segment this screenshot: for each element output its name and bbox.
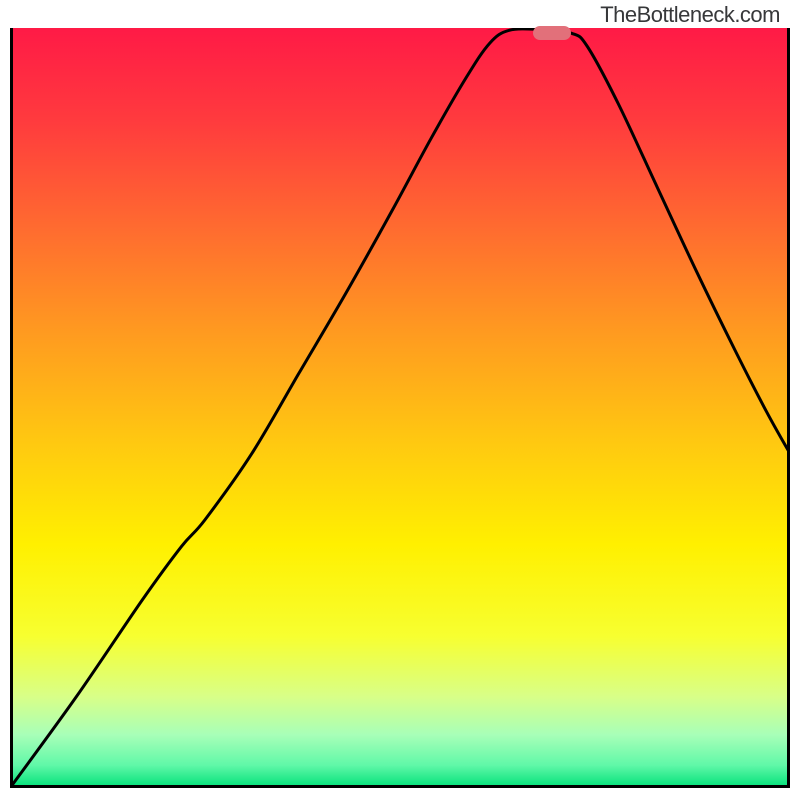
optimal-marker bbox=[533, 26, 571, 40]
y-axis-left bbox=[10, 28, 13, 788]
y-axis-right bbox=[787, 28, 790, 788]
watermark-text: TheBottleneck.com bbox=[600, 2, 780, 28]
x-axis bbox=[10, 785, 790, 788]
bottleneck-chart bbox=[10, 28, 790, 788]
bottleneck-curve bbox=[10, 28, 790, 788]
